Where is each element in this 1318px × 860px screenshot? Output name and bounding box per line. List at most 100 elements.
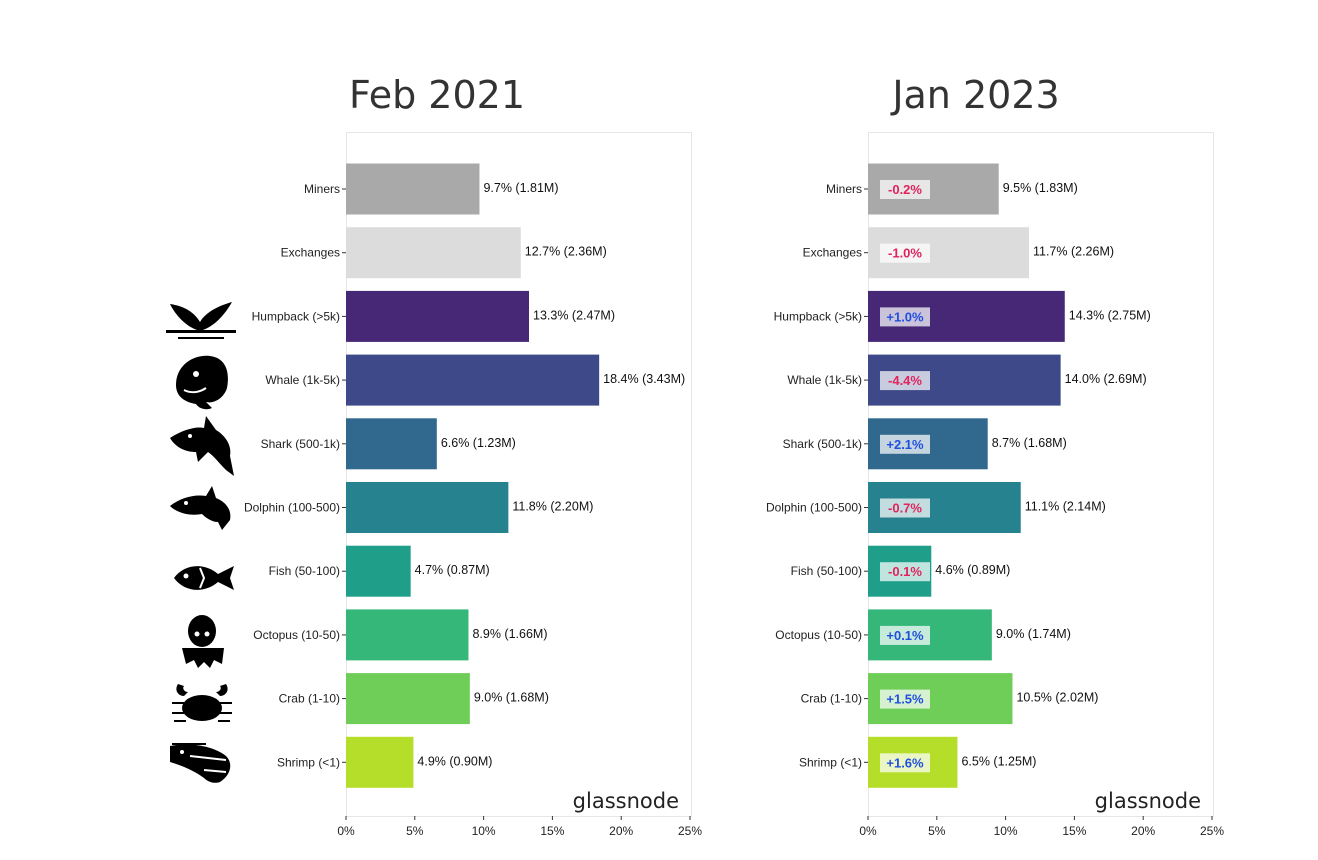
shrimp-icon bbox=[170, 743, 231, 783]
change-badge-bg bbox=[880, 307, 930, 327]
data-label: 12.7% (2.36M) bbox=[525, 245, 607, 259]
category-label: Whale (1k-5k) bbox=[787, 373, 862, 387]
category-label: Shark (500-1k) bbox=[783, 437, 862, 451]
category-label: Dolphin (100-500) bbox=[766, 501, 862, 515]
change-badge-bg bbox=[880, 625, 930, 645]
chart-jan-2023: Jan 2023 0% 5% 10% 15% 20% 25% Miners 9.5% (1.8… bbox=[766, 73, 1224, 838]
plot-frame bbox=[868, 132, 1214, 817]
bar-crab-1-10 bbox=[346, 673, 470, 725]
data-label: 14.3% (2.75M) bbox=[1069, 308, 1151, 322]
change-label: -4.4% bbox=[888, 373, 922, 388]
bar-fish-50-100 bbox=[346, 545, 411, 597]
data-label: 9.0% (1.68M) bbox=[474, 691, 549, 705]
data-label: 11.1% (2.14M) bbox=[1025, 500, 1106, 514]
bar-whale-1k-5k bbox=[346, 354, 600, 406]
x-tick-label: 10% bbox=[472, 824, 496, 838]
category-label: Crab (1-10) bbox=[279, 692, 340, 706]
bar-dolphin-100-500 bbox=[346, 482, 509, 533]
category-label: Crab (1-10) bbox=[801, 692, 862, 706]
bar-shrimp-1 bbox=[346, 736, 414, 788]
category-label: Fish (50-100) bbox=[791, 564, 862, 578]
data-label: 6.6% (1.23M) bbox=[441, 436, 516, 450]
change-label: -0.7% bbox=[888, 501, 922, 516]
x-tick-label: 0% bbox=[859, 824, 877, 838]
category-label: Exchanges bbox=[803, 246, 862, 260]
change-badge-bg bbox=[880, 434, 930, 454]
change-badge-bg bbox=[880, 498, 930, 518]
x-tick-label: 15% bbox=[540, 824, 564, 838]
change-badge-bg bbox=[880, 562, 930, 582]
data-label: 6.5% (1.25M) bbox=[961, 754, 1036, 768]
bar-humpback-5k bbox=[346, 290, 530, 342]
data-label: 4.6% (0.89M) bbox=[935, 563, 1010, 577]
bar-octopus-10-50 bbox=[346, 609, 469, 661]
chart-feb-2021: Feb 2021 0% 5% 10% 15% 20% 25% Miners 9.7% (1.8… bbox=[244, 73, 702, 838]
data-label: 9.7% (1.81M) bbox=[483, 181, 558, 195]
crab-icon bbox=[172, 684, 232, 722]
whale-icon bbox=[176, 355, 228, 410]
category-label: Shark (500-1k) bbox=[261, 437, 340, 451]
data-label: 8.9% (1.66M) bbox=[472, 627, 547, 641]
data-label: 8.7% (1.68M) bbox=[992, 436, 1067, 450]
x-tick-label: 5% bbox=[928, 824, 946, 838]
category-label: Humpback (>5k) bbox=[252, 309, 340, 323]
category-label: Shrimp (<1) bbox=[277, 755, 340, 769]
change-badge-bg bbox=[880, 243, 930, 263]
x-tick-label: 5% bbox=[406, 824, 424, 838]
data-label: 9.0% (1.74M) bbox=[996, 627, 1071, 641]
change-label: +1.5% bbox=[886, 692, 924, 707]
glassnode-watermark: glassnode bbox=[573, 789, 679, 813]
bar-shark-500-1k bbox=[346, 418, 437, 470]
data-label: 14.0% (2.69M) bbox=[1065, 372, 1147, 386]
plot-frame bbox=[346, 132, 692, 817]
data-label: 9.5% (1.83M) bbox=[1003, 181, 1078, 195]
change-label: +1.0% bbox=[886, 309, 924, 324]
category-label: Humpback (>5k) bbox=[774, 309, 862, 323]
change-badge-bg bbox=[880, 180, 930, 199]
change-label: -0.2% bbox=[888, 182, 922, 197]
data-label: 4.7% (0.87M) bbox=[415, 563, 490, 577]
change-badge-bg bbox=[880, 371, 930, 391]
category-label: Octopus (10-50) bbox=[775, 628, 862, 642]
change-label: -1.0% bbox=[888, 246, 922, 261]
chart-title: Feb 2021 bbox=[349, 73, 525, 117]
x-tick-label: 25% bbox=[678, 824, 702, 838]
change-label: +1.6% bbox=[886, 755, 924, 770]
x-tick-label: 0% bbox=[337, 824, 355, 838]
category-label: Dolphin (100-500) bbox=[244, 501, 340, 515]
change-label: +0.1% bbox=[886, 628, 924, 643]
data-label: 4.9% (0.90M) bbox=[417, 754, 492, 768]
category-label: Exchanges bbox=[281, 246, 340, 260]
chart-title: Jan 2023 bbox=[890, 73, 1059, 117]
x-tick-label: 25% bbox=[1200, 824, 1224, 838]
x-tick-label: 15% bbox=[1062, 824, 1086, 838]
fish-icon bbox=[174, 566, 234, 590]
bar-exchanges bbox=[346, 227, 521, 279]
dolphin-icon bbox=[170, 486, 231, 530]
change-label: +2.1% bbox=[886, 437, 924, 452]
change-badge-bg bbox=[880, 689, 930, 709]
data-label: 13.3% (2.47M) bbox=[533, 308, 615, 322]
change-badge-bg bbox=[880, 753, 930, 773]
category-label: Fish (50-100) bbox=[269, 564, 340, 578]
data-label: 18.4% (3.43M) bbox=[603, 372, 685, 386]
category-label: Octopus (10-50) bbox=[253, 628, 340, 642]
category-label: Miners bbox=[826, 182, 862, 196]
change-label: -0.1% bbox=[888, 564, 922, 579]
shark-icon bbox=[170, 416, 234, 476]
glassnode-watermark: glassnode bbox=[1095, 789, 1201, 813]
cohort-icons bbox=[166, 302, 236, 783]
category-label: Shrimp (<1) bbox=[799, 755, 862, 769]
data-label: 10.5% (2.02M) bbox=[1016, 691, 1098, 705]
humpback-tail-icon bbox=[166, 302, 236, 339]
x-tick-label: 20% bbox=[609, 824, 633, 838]
octopus-icon bbox=[182, 615, 224, 668]
bar-miners bbox=[346, 163, 480, 215]
x-tick-label: 20% bbox=[1131, 824, 1155, 838]
category-label: Miners bbox=[304, 182, 340, 196]
data-label: 11.8% (2.20M) bbox=[512, 500, 593, 514]
data-label: 11.7% (2.26M) bbox=[1033, 245, 1114, 259]
category-label: Whale (1k-5k) bbox=[265, 373, 340, 387]
x-tick-label: 10% bbox=[994, 824, 1018, 838]
